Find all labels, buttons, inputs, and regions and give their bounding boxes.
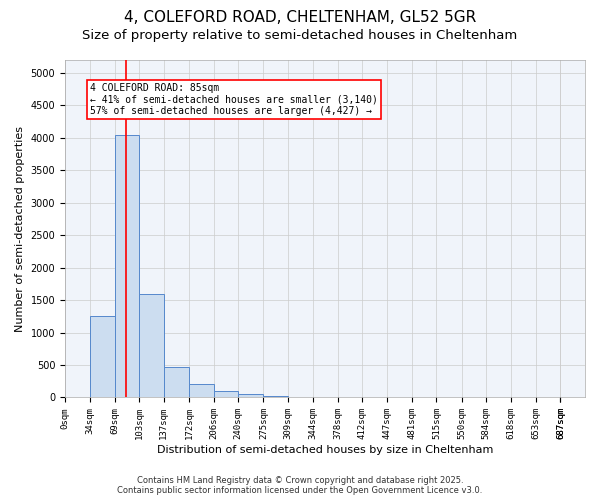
Bar [89,316,115,398]
Text: 4, COLEFORD ROAD, CHELTENHAM, GL52 5GR: 4, COLEFORD ROAD, CHELTENHAM, GL52 5GR [124,10,476,25]
Bar [164,367,189,398]
Bar [288,397,313,398]
Bar [214,391,238,398]
Bar [115,134,139,398]
Text: Contains HM Land Registry data © Crown copyright and database right 2025.
Contai: Contains HM Land Registry data © Crown c… [118,476,482,495]
Y-axis label: Number of semi-detached properties: Number of semi-detached properties [15,126,25,332]
Text: 4 COLEFORD ROAD: 85sqm
← 41% of semi-detached houses are smaller (3,140)
57% of : 4 COLEFORD ROAD: 85sqm ← 41% of semi-det… [90,82,378,116]
Bar [189,384,214,398]
Bar [263,396,288,398]
X-axis label: Distribution of semi-detached houses by size in Cheltenham: Distribution of semi-detached houses by … [157,445,493,455]
Bar [139,294,164,398]
Bar [238,394,263,398]
Text: Size of property relative to semi-detached houses in Cheltenham: Size of property relative to semi-detach… [82,29,518,42]
